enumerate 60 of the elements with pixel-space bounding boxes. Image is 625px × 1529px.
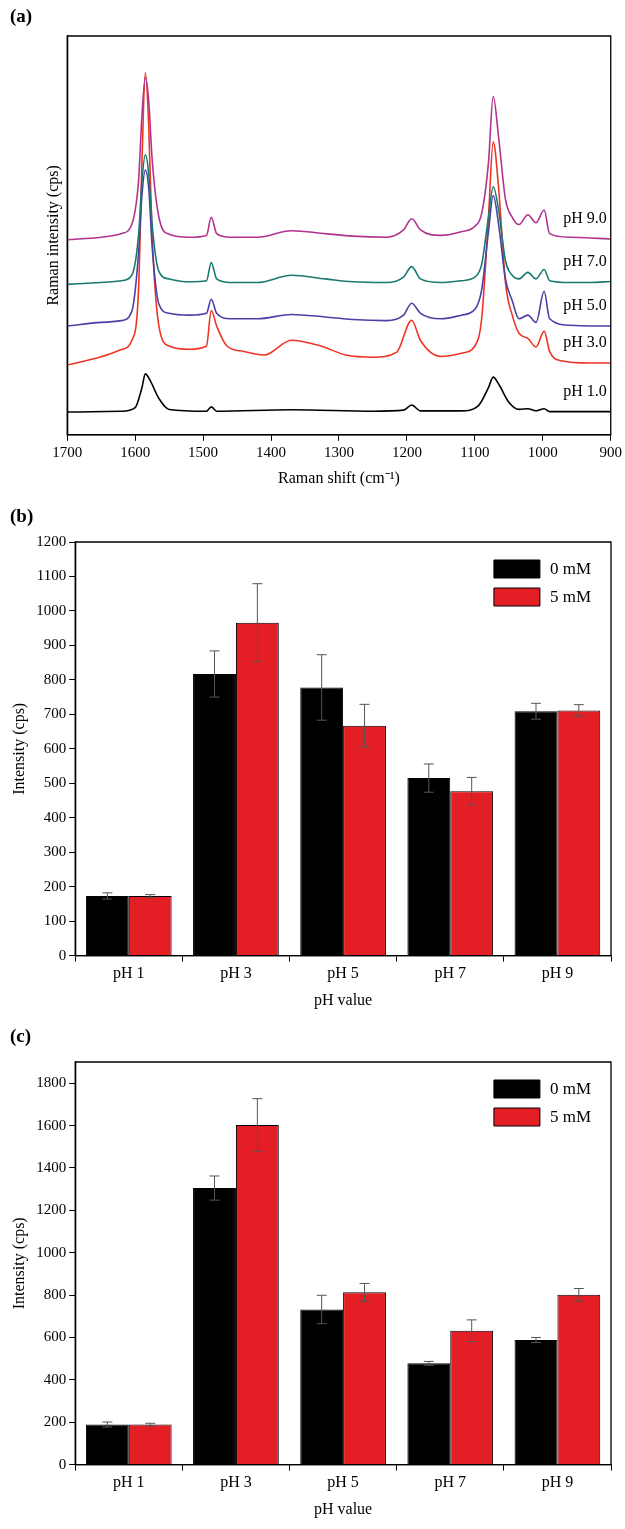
y-tick-label: 700 [43, 705, 67, 722]
y-tick-label: 1000 [36, 601, 67, 618]
legend-label: 0 mM [549, 559, 591, 579]
legend-label: 5 mM [549, 1107, 591, 1127]
x-tick-label: 1500 [188, 443, 219, 460]
y-axis-title: Intensity (cps) [9, 702, 28, 795]
x-tick-label: pH 3 [220, 1473, 252, 1492]
x-tick-label: 1200 [391, 443, 422, 460]
chart-title: (c) [10, 1025, 32, 1048]
x-tick-label: pH 5 [327, 1473, 359, 1492]
x-tick-label: pH 5 [327, 964, 359, 983]
chart-title: (a) [10, 5, 33, 28]
y-tick-label: 400 [43, 808, 67, 825]
x-axis-title: pH value [314, 990, 373, 1009]
legend-label: 0 mM [549, 1079, 591, 1099]
y-tick-label: 800 [43, 670, 67, 687]
series-label: pH 7.0 [563, 251, 607, 270]
x-axis-title: Raman shift (cm⁻¹) [278, 468, 400, 487]
x-tick-label: pH 3 [220, 964, 252, 983]
y-tick-label: 1200 [36, 1201, 67, 1218]
x-tick-label: 1700 [52, 443, 83, 460]
x-tick-label: pH 9 [541, 1473, 574, 1492]
y-tick-label: 0 [58, 1455, 67, 1472]
y-tick-label: 1100 [36, 567, 67, 584]
y-tick-label: 1000 [36, 1243, 67, 1260]
x-tick-label: pH 1 [113, 964, 145, 983]
series-label: pH 3.0 [563, 333, 607, 352]
y-tick-label: 800 [43, 1286, 67, 1303]
x-tick-label: pH 9 [541, 964, 574, 983]
legend-label: 5 mM [549, 587, 591, 607]
x-tick-label: 1300 [323, 443, 354, 460]
y-tick-label: 0 [58, 946, 67, 963]
y-tick-label: 500 [43, 774, 67, 791]
y-axis-title: Raman intensity (cps) [43, 165, 62, 306]
y-tick-label: 300 [43, 843, 67, 860]
series-label: pH 1.0 [563, 381, 607, 400]
y-tick-label: 200 [43, 877, 67, 894]
y-axis-title: Intensity (cps) [9, 1217, 28, 1310]
x-tick-label: 1400 [256, 443, 287, 460]
x-tick-label: pH 7 [434, 964, 467, 983]
x-tick-label: pH 7 [434, 1473, 467, 1492]
y-tick-label: 900 [43, 636, 67, 653]
y-tick-label: 1400 [36, 1158, 67, 1175]
x-axis-title: pH value [314, 1499, 373, 1518]
series-label: pH 9.0 [563, 209, 607, 228]
x-tick-label: 1600 [120, 443, 151, 460]
y-tick-label: 600 [43, 739, 67, 756]
y-tick-label: 600 [43, 1328, 67, 1345]
y-tick-label: 100 [43, 912, 67, 929]
y-tick-label: 1800 [36, 1074, 67, 1091]
chart-title: (b) [10, 505, 34, 528]
y-tick-label: 1200 [36, 532, 67, 549]
x-tick-label: pH 1 [113, 1473, 145, 1492]
y-tick-label: 400 [43, 1370, 67, 1387]
series-label: pH 5.0 [563, 296, 607, 315]
y-tick-label: 1600 [36, 1116, 67, 1133]
x-tick-label: 1100 [460, 443, 490, 460]
x-tick-label: 900 [599, 443, 622, 460]
y-tick-label: 200 [43, 1413, 67, 1430]
x-tick-label: 1000 [527, 443, 558, 460]
